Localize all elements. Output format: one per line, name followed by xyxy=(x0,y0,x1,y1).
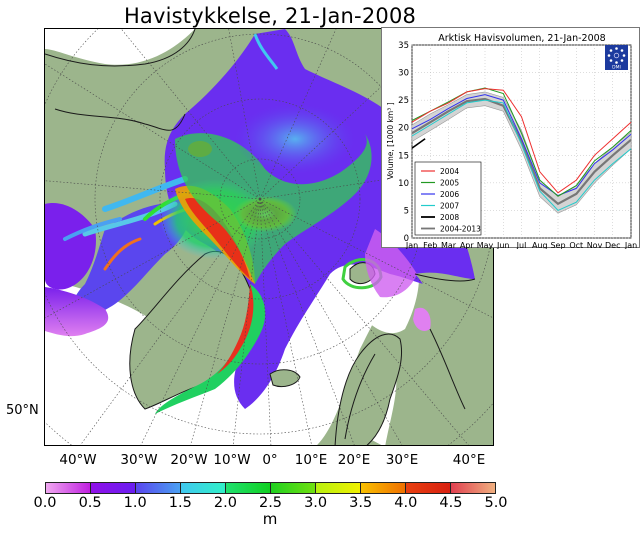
colorbar-tick-label: 1.0 xyxy=(123,495,147,511)
scandinavia-land xyxy=(334,333,403,445)
map-graticule xyxy=(45,29,493,445)
x-tick-label: Aug xyxy=(532,241,548,249)
colorbar-segment xyxy=(451,483,495,493)
x-tick-label: Sep xyxy=(550,241,565,249)
colorbar-tick-label: 5.0 xyxy=(484,495,508,511)
x-tick-label: Apr xyxy=(460,241,475,249)
crown-icon xyxy=(613,52,620,59)
dmi-logo: DMI xyxy=(605,45,628,71)
y-tick-label: 25 xyxy=(398,96,409,106)
cyan-ice-zone xyxy=(235,104,355,174)
colorbar-segment xyxy=(91,483,136,493)
inset-title: Arktisk Havisvolumen, 21-Jan-2008 xyxy=(438,33,605,44)
y-tick-label: 35 xyxy=(398,41,409,51)
y-tick-label: 5 xyxy=(404,206,409,216)
siberia-land xyxy=(405,89,493,445)
legend-label: 2006 xyxy=(440,190,459,199)
x-tick-label: Jan xyxy=(624,241,637,249)
x-tick-label: Jan xyxy=(405,241,418,249)
series-line-2006 xyxy=(411,94,632,197)
series-line-2004-2013 xyxy=(411,97,632,206)
dmi-logo-text: DMI xyxy=(612,65,621,71)
y-tick-label: 15 xyxy=(398,151,409,161)
x-tick-label: Dec xyxy=(605,241,620,249)
legend-label: 2004-2013 xyxy=(440,225,481,234)
thickness-colorbar xyxy=(45,482,496,494)
x-tick-label: Mar xyxy=(441,241,457,249)
inset-chart-svg: Arktisk Havisvolumen, 21-Jan-2008 0 5 10 15… xyxy=(386,33,637,249)
very-thick-ice-band xyxy=(185,198,250,279)
legend-label: 2005 xyxy=(440,179,459,188)
colorbar-tick-label: 1.5 xyxy=(168,495,192,511)
legend-label: 2004 xyxy=(440,167,459,176)
lon-label: 40°W xyxy=(59,452,97,468)
lon-label: 10°W xyxy=(213,452,251,468)
y-tick-label: 20 xyxy=(398,124,409,134)
inset-series-lines xyxy=(411,87,632,212)
baffin-bay-ice xyxy=(69,203,189,329)
colorbar-tick-label: 3.5 xyxy=(349,495,373,511)
legend-label: 2007 xyxy=(440,202,459,211)
lon-label: 0° xyxy=(262,452,278,468)
inset-ylabel: Volume, [1000 km³ ] xyxy=(386,102,395,179)
x-tick-label: May xyxy=(477,241,494,249)
colorbar-segment xyxy=(46,483,91,493)
x-tick-label: Nov xyxy=(587,241,603,249)
series-line-2005 xyxy=(411,87,632,197)
x-tick-label: Jun xyxy=(496,241,510,249)
colorbar-segment xyxy=(316,483,361,493)
colorbar-tick-label: 0.5 xyxy=(78,495,102,511)
x-tick-label: Feb xyxy=(423,241,437,249)
colorbar-segment xyxy=(226,483,271,493)
white-sea-ice xyxy=(413,307,431,331)
pacific-open-water xyxy=(45,29,195,65)
inset-x-ticks: Jan Feb Mar Apr May Jun Jul Aug Sep Oct Nov Dec Jan xyxy=(405,241,637,249)
lon-label: 20°E xyxy=(337,452,371,468)
colorbar-tick-label: 4.5 xyxy=(439,495,463,511)
x-tick-label: Oct xyxy=(569,241,583,249)
legend-label: 2008 xyxy=(440,213,459,222)
series-line-2004 xyxy=(411,88,632,194)
hudson-bay-ice xyxy=(45,203,96,290)
x-tick-label: Jul xyxy=(516,241,527,249)
iceland-land xyxy=(269,369,301,388)
lon-label: 20°W xyxy=(170,452,208,468)
lon-label: 10°E xyxy=(294,452,328,468)
page-title: Havistykkelse, 21-Jan-2008 xyxy=(123,4,417,28)
colorbar-segment xyxy=(361,483,406,493)
colorbar-tick-label: 2.5 xyxy=(258,495,283,511)
lat-label-50n: 50°N xyxy=(6,403,39,418)
beaufort-ice-margin xyxy=(253,33,279,70)
y-tick-label: 0 xyxy=(404,234,409,244)
colorbar-segment xyxy=(136,483,181,493)
y-tick-label: 30 xyxy=(398,69,409,79)
colorbar-segment xyxy=(406,483,451,493)
colorbar-tick-label: 2.0 xyxy=(213,495,237,511)
lon-label: 30°W xyxy=(120,452,158,468)
colorbar-tick-label: 3.0 xyxy=(304,495,328,511)
lon-label: 30°E xyxy=(385,452,419,468)
colorbar-tick-label: 0.0 xyxy=(33,495,57,511)
transpolar-drift-ice xyxy=(175,133,372,284)
lon-label: 40°E xyxy=(452,452,486,468)
inset-y-ticks: 0 5 10 15 20 25 30 35 xyxy=(398,41,409,244)
inset-legend: 2004 2005 2006 2007 2008 2004-2013 xyxy=(414,161,482,236)
colorbar-segment xyxy=(271,483,316,493)
series-line-2008 xyxy=(411,138,426,149)
colorbar-tick-label: 4.0 xyxy=(394,495,418,511)
ice-volume-inset-chart: Arktisk Havisvolumen, 21-Jan-2008 0 5 10 15… xyxy=(381,27,640,249)
east-greenland-ice-band xyxy=(155,284,266,414)
series-line-2007 xyxy=(411,99,632,212)
colorbar-segment xyxy=(181,483,226,493)
colorbar-unit-label: m xyxy=(262,510,278,528)
barents-ice-margin xyxy=(365,229,417,298)
y-tick-label: 10 xyxy=(398,179,409,189)
